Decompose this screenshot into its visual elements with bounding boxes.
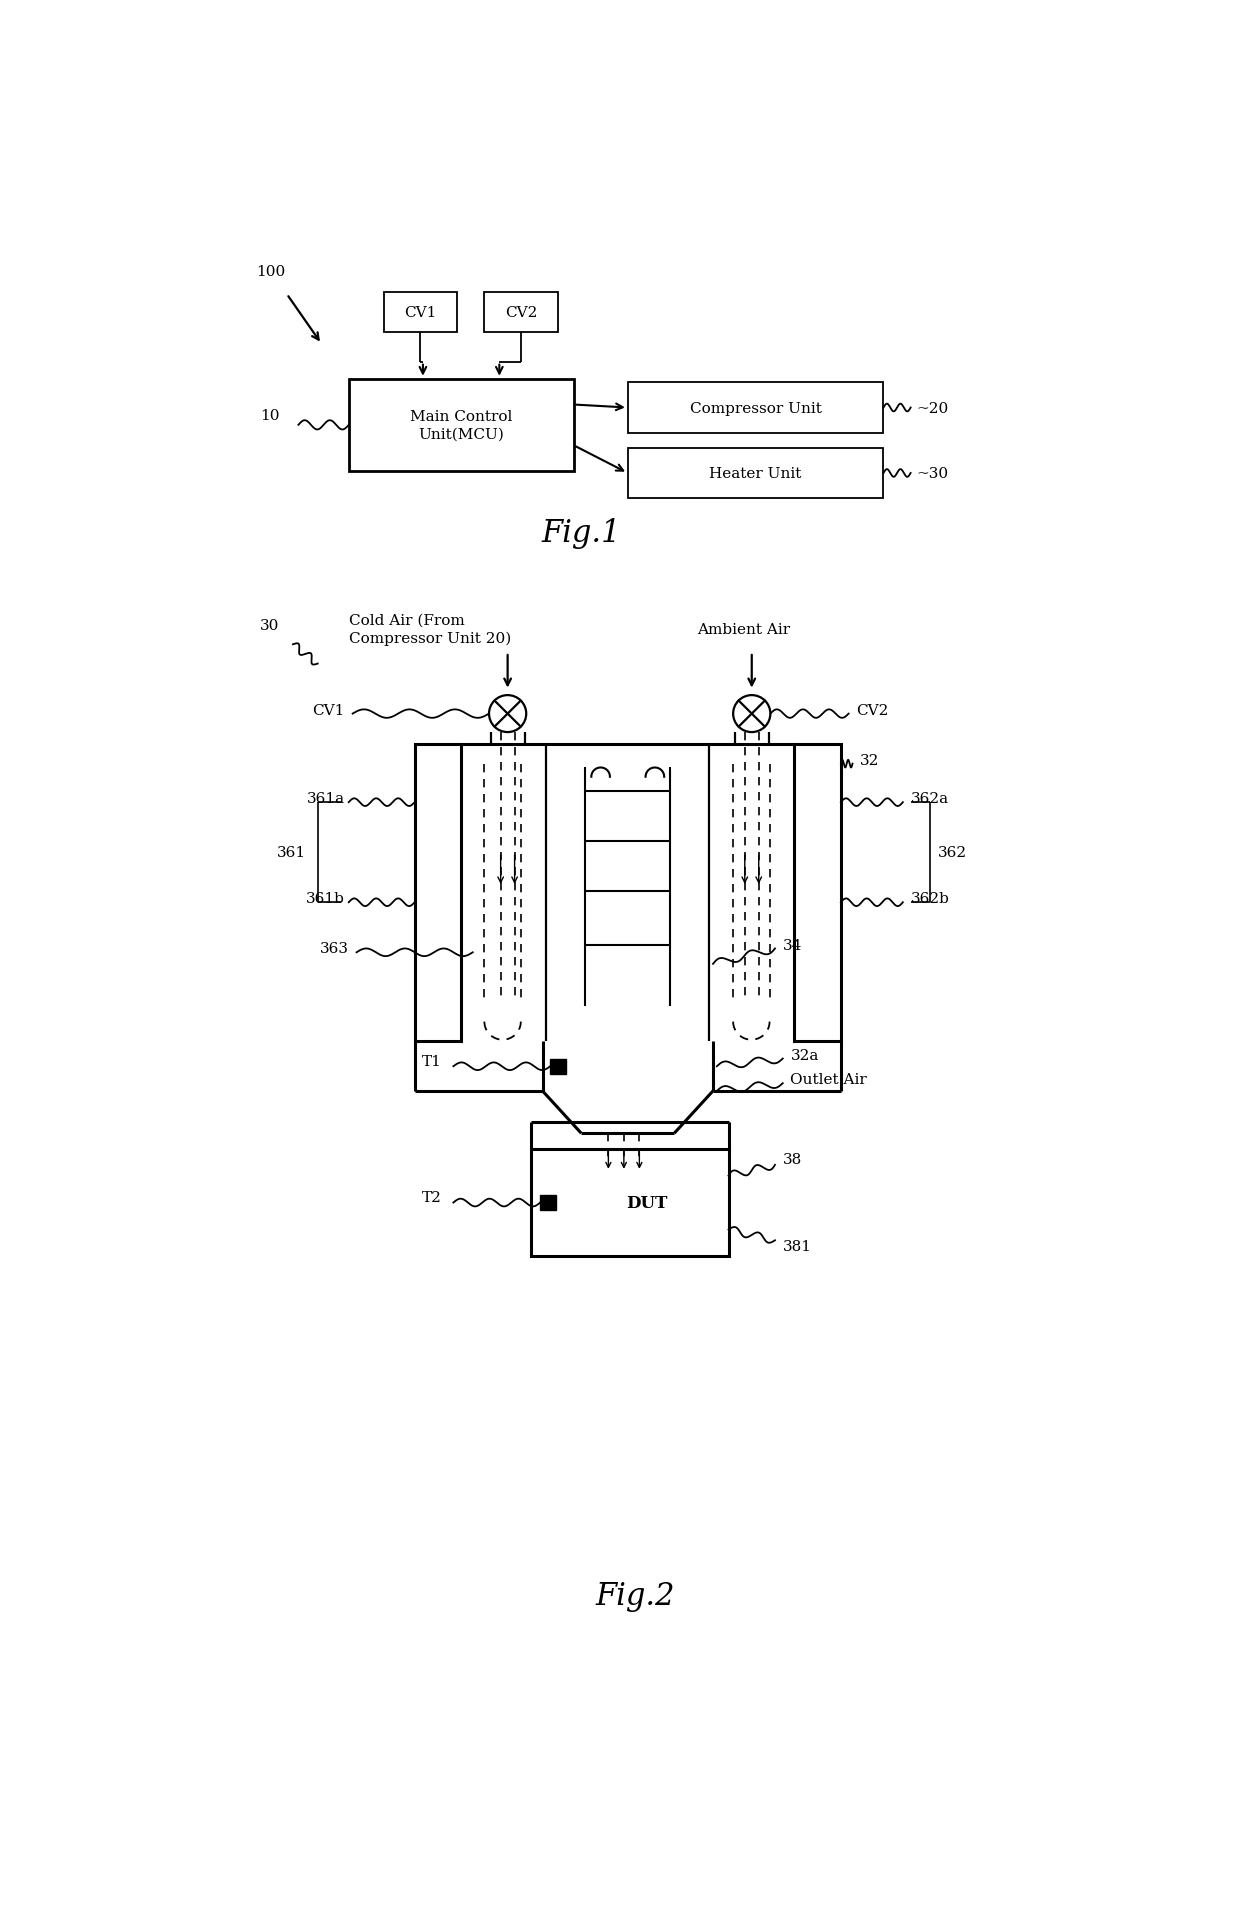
Text: ~20: ~20	[916, 402, 949, 415]
Polygon shape	[627, 383, 883, 432]
Text: 361: 361	[277, 846, 306, 859]
Polygon shape	[414, 745, 461, 1042]
Polygon shape	[627, 450, 883, 499]
Polygon shape	[795, 745, 841, 1042]
Text: 362: 362	[937, 846, 967, 859]
Text: Ambient Air: Ambient Air	[697, 623, 791, 636]
Text: ~30: ~30	[916, 467, 949, 480]
Text: 381: 381	[782, 1238, 812, 1253]
Polygon shape	[551, 1059, 565, 1074]
Text: CV1: CV1	[312, 703, 345, 718]
Text: 10: 10	[259, 408, 279, 423]
Text: Main Control
Unit(MCU): Main Control Unit(MCU)	[410, 410, 512, 442]
Text: 100: 100	[255, 265, 285, 278]
Text: CV2: CV2	[857, 703, 889, 718]
Polygon shape	[531, 1149, 729, 1257]
Polygon shape	[383, 293, 458, 333]
Circle shape	[733, 695, 770, 733]
Text: CV1: CV1	[404, 307, 436, 320]
Text: T2: T2	[422, 1191, 441, 1204]
Text: Compressor Unit: Compressor Unit	[689, 402, 822, 415]
Text: Cold Air (From
Compressor Unit 20): Cold Air (From Compressor Unit 20)	[348, 613, 511, 646]
Text: T1: T1	[422, 1053, 441, 1069]
Text: 361a: 361a	[306, 792, 345, 806]
Text: 32a: 32a	[791, 1048, 818, 1063]
Text: DUT: DUT	[626, 1194, 668, 1212]
Polygon shape	[541, 1194, 556, 1210]
Polygon shape	[485, 293, 558, 333]
Text: CV2: CV2	[505, 307, 537, 320]
Text: Heater Unit: Heater Unit	[709, 467, 802, 480]
Text: 32: 32	[861, 752, 879, 768]
Polygon shape	[348, 379, 573, 472]
Text: Outlet Air: Outlet Air	[791, 1073, 867, 1086]
Text: Fig.1: Fig.1	[542, 518, 621, 549]
Text: 34: 34	[782, 937, 802, 952]
Text: 361b: 361b	[306, 892, 345, 907]
Text: 30: 30	[259, 619, 279, 632]
Text: 362a: 362a	[910, 792, 949, 806]
Text: Fig.2: Fig.2	[595, 1579, 676, 1612]
Text: 38: 38	[782, 1153, 802, 1166]
Text: 362b: 362b	[910, 892, 950, 907]
Circle shape	[489, 695, 526, 733]
Text: 363: 363	[320, 941, 348, 956]
